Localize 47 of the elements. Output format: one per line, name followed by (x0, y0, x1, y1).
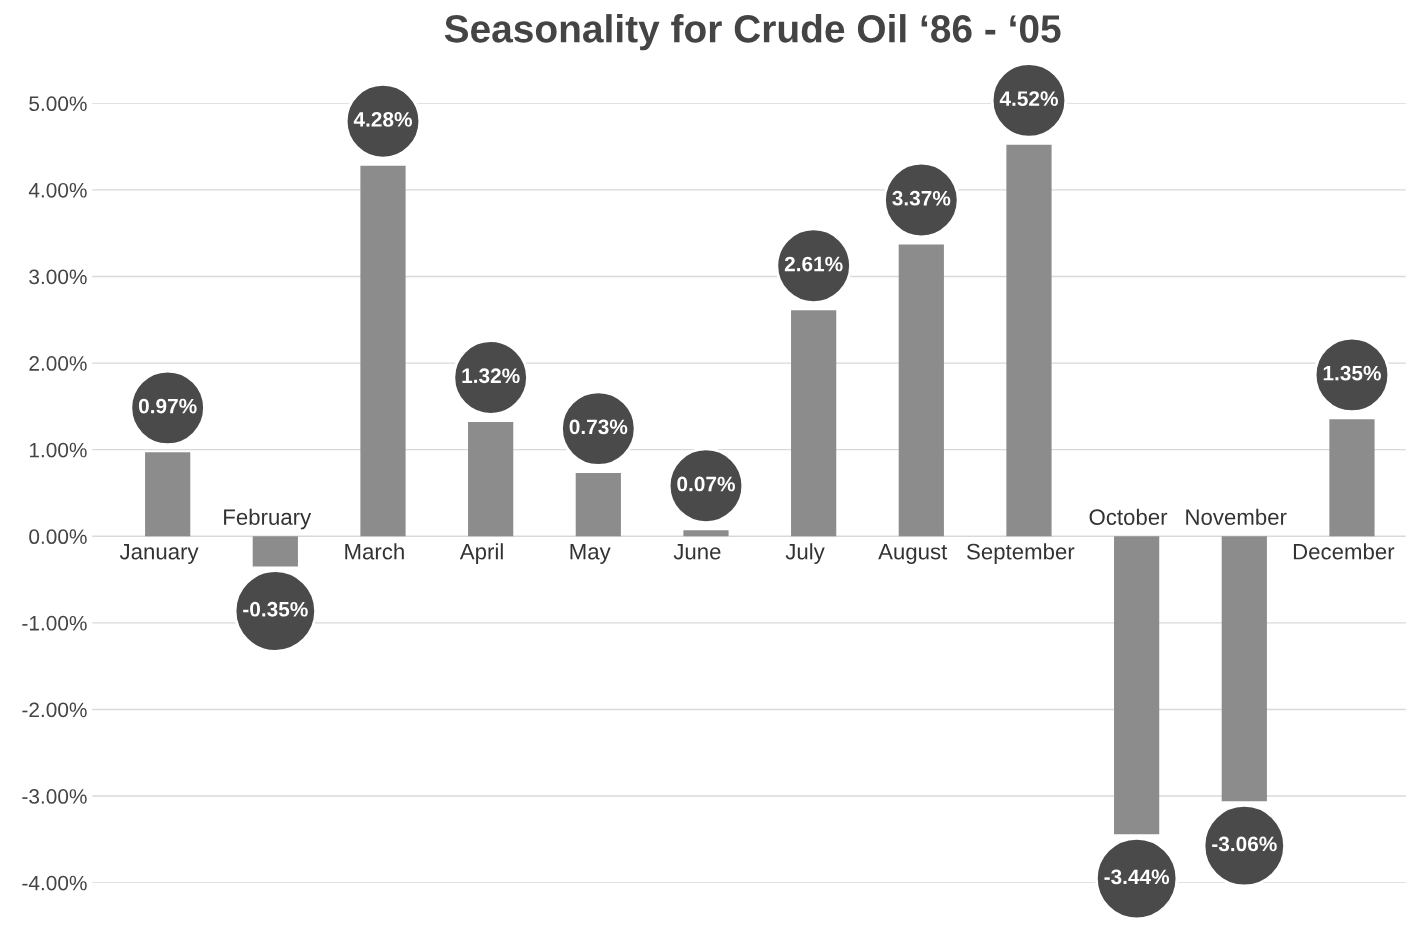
y-tick-label: 2.00% (29, 356, 87, 371)
bar (1006, 144, 1052, 537)
x-tick-label: October (1089, 508, 1168, 525)
data-label: 3.37% (892, 190, 951, 206)
y-tick-label: -1.00% (22, 615, 87, 631)
x-tick-label: May (570, 544, 611, 564)
data-label: 0.97% (138, 398, 197, 414)
x-tick-label: February (224, 508, 312, 530)
x-tick-label: July (785, 543, 825, 564)
bar (468, 421, 514, 537)
y-tick-label: 4.00% (28, 182, 87, 198)
y-tick-label: -4.00% (22, 875, 87, 891)
y-tick-label: 3.00% (29, 269, 87, 285)
bar (575, 473, 621, 537)
y-tick-label: 0.00% (29, 529, 87, 545)
bar (683, 530, 729, 537)
y-tick-label: -2.00% (22, 702, 87, 718)
y-tick-label: 1.00% (29, 442, 87, 458)
bar (898, 244, 944, 537)
data-label: 0.07% (677, 476, 735, 492)
x-tick-label: August (878, 544, 948, 564)
bar (145, 452, 191, 537)
bar (360, 165, 406, 537)
x-tick-label: December (1293, 543, 1395, 560)
data-label: -0.35% (243, 601, 308, 617)
data-label: 2.61% (784, 256, 843, 272)
bar (1329, 419, 1375, 537)
bar (1114, 536, 1160, 835)
data-label: 4.52% (999, 91, 1058, 106)
data-label: -3.44% (1104, 869, 1170, 885)
x-tick-label: November (1186, 508, 1287, 525)
data-label: 4.28% (353, 112, 412, 127)
x-tick-label: April (459, 543, 503, 564)
data-label: -3.06% (1212, 836, 1277, 852)
x-tick-label: January (119, 544, 199, 564)
data-label: 1.32% (462, 368, 520, 384)
y-tick-label: 5.00% (29, 96, 87, 112)
bar (252, 536, 298, 567)
data-label: 1.35% (1323, 365, 1381, 381)
x-tick-label: September (967, 543, 1075, 564)
data-label: 0.73% (569, 419, 628, 435)
bar (791, 310, 837, 537)
y-tick-label: -3.00% (22, 789, 87, 804)
bar (1221, 536, 1267, 802)
chart-title: Seasonality for Crude Oil ‘86 - ‘05 (444, 14, 1061, 51)
x-tick-label: June (673, 544, 721, 560)
x-tick-label: March (345, 543, 404, 560)
